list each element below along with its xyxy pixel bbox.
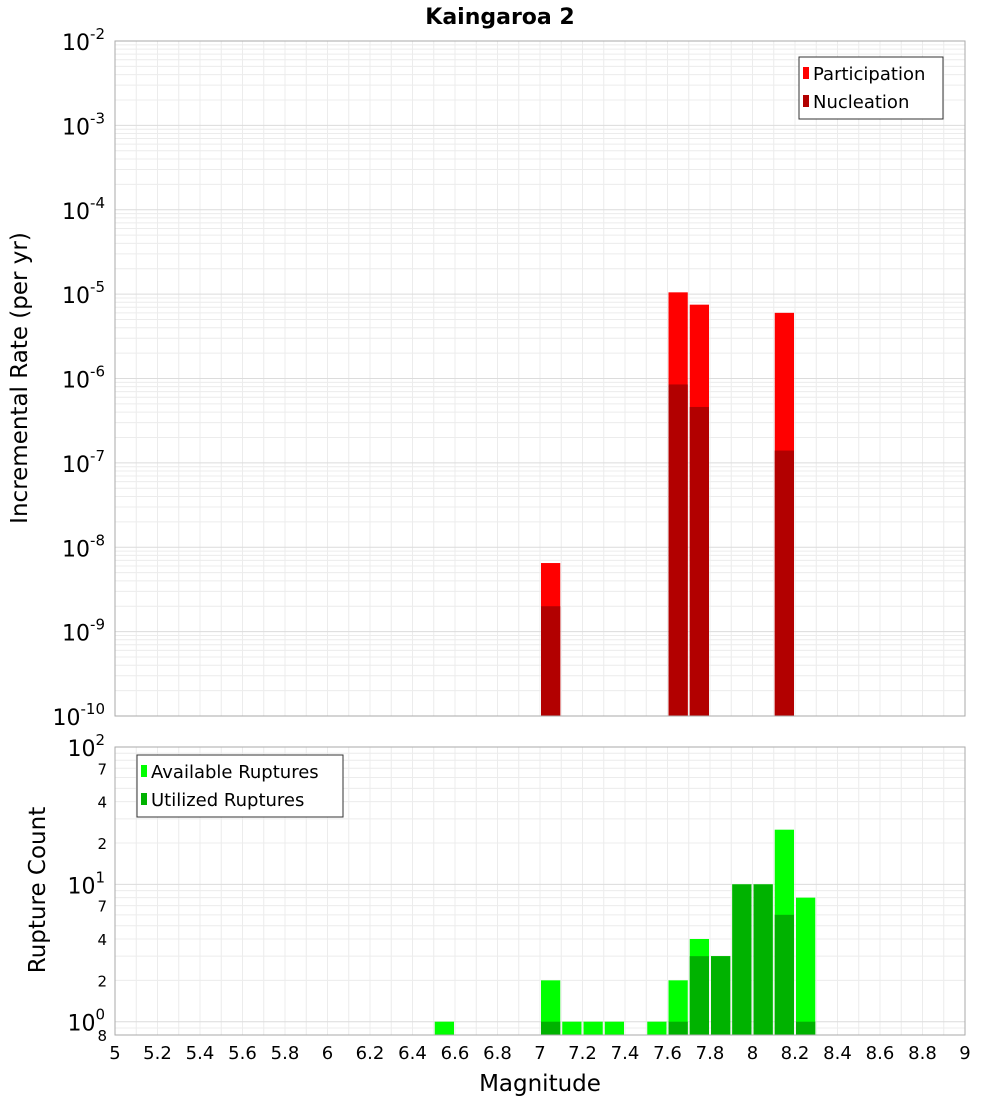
x-tick-label: 7.4 (611, 1043, 640, 1064)
legend-label: Nucleation (813, 92, 909, 113)
legend: Available Ruptures Utilized Ruptures (136, 754, 344, 818)
legend-swatch (803, 67, 809, 79)
y-minor-tick-label: 8 (97, 1027, 107, 1045)
x-tick-label: 6.8 (483, 1043, 512, 1064)
x-tick-label: 7.8 (696, 1043, 725, 1064)
y-tick-label: 10-8 (62, 531, 105, 562)
y-tick-label: 100 (67, 1006, 105, 1037)
legend-label: Participation (813, 64, 925, 85)
y-minor-tick-label: 2 (97, 972, 107, 990)
x-axis-label: Magnitude (479, 1071, 601, 1097)
bar-utilized-ruptures (541, 1021, 561, 1035)
y-minor-tick-label: 4 (97, 931, 107, 949)
y-minor-tick-label: 4 (97, 794, 107, 812)
x-tick-label: 5.4 (186, 1043, 215, 1064)
x-tick-label: 5.2 (143, 1043, 172, 1064)
x-tick-label: 8.8 (908, 1043, 937, 1064)
x-tick-label: 6.2 (356, 1043, 385, 1064)
y-tick-label: 10-2 (62, 25, 105, 56)
bar-utilized-ruptures (689, 956, 709, 1035)
y-tick-label: 101 (67, 868, 105, 899)
bar-available-ruptures (604, 1021, 624, 1035)
bar-utilized-ruptures (711, 956, 731, 1035)
y-tick-label: 10-7 (62, 447, 105, 478)
panel-rupture-count: 100 101 102 8 2 4 7 2 4 7 Available Ruptures Utiliz… (67, 731, 966, 1045)
x-tick-label: 6 (322, 1043, 333, 1064)
chart-title: Kaingaroa 2 (425, 5, 574, 30)
plot-border (114, 746, 966, 1036)
x-tick-label: 5 (109, 1043, 120, 1064)
y-tick-label: 10-9 (62, 616, 105, 647)
x-tick-label: 7.2 (568, 1043, 597, 1064)
legend-box (136, 754, 344, 818)
bar-nucleation (774, 450, 794, 716)
bar-nucleation (541, 606, 561, 716)
y-tick-label: 102 (67, 731, 105, 762)
bar-utilized-ruptures (668, 1021, 688, 1035)
bar-utilized-ruptures (732, 884, 752, 1035)
legend-label: Available Ruptures (151, 762, 319, 783)
y-minor-tick-label: 7 (97, 760, 107, 778)
bar-available-ruptures (541, 980, 561, 1035)
x-tick-label: 8 (747, 1043, 758, 1064)
legend-label: Utilized Ruptures (151, 790, 304, 811)
bar-available-ruptures (668, 980, 688, 1035)
legend-swatch (803, 95, 809, 107)
x-tick-label: 6.4 (398, 1043, 427, 1064)
x-tick-label: 8.2 (781, 1043, 810, 1064)
x-tick-label: 7 (534, 1043, 545, 1064)
y-tick-label: 10-5 (62, 278, 105, 309)
x-tick-label: 7.6 (653, 1043, 682, 1064)
x-tick-label: 8.6 (866, 1043, 895, 1064)
x-tick-label: 6.6 (441, 1043, 470, 1064)
panel-incremental-rate: 10-10 10-9 10-8 10-7 10-6 10-5 10-4 10-3 10-2 Par… (53, 25, 966, 731)
top-y-axis-label: Incremental Rate (per yr) (7, 232, 33, 524)
y-minor-tick-label: 2 (97, 835, 107, 853)
x-tick-label: 9 (959, 1043, 970, 1064)
bottom-y-axis-label: Rupture Count (25, 807, 51, 973)
legend-swatch (141, 765, 147, 777)
bar-nucleation (689, 406, 709, 716)
y-tick-label: 10-4 (62, 194, 105, 225)
y-minor-tick-label: 7 (97, 898, 107, 916)
y-tick-label: 10-10 (53, 700, 106, 731)
x-tick-label: 5.8 (271, 1043, 300, 1064)
bar-available-ruptures (796, 897, 816, 1035)
bar-available-ruptures (647, 1021, 667, 1035)
bar-utilized-ruptures (796, 1021, 816, 1035)
bar-utilized-ruptures (774, 914, 794, 1035)
plot-border (114, 40, 966, 717)
legend-box (798, 56, 944, 120)
legend: Participation Nucleation (798, 56, 944, 120)
x-tick-label: 5.6 (228, 1043, 257, 1064)
legend-swatch (141, 793, 147, 805)
y-tick-label: 10-6 (62, 363, 105, 394)
x-tick-label: 8.4 (823, 1043, 852, 1064)
y-tick-label: 10-3 (62, 109, 105, 140)
bar-available-ruptures (583, 1021, 603, 1035)
bar-utilized-ruptures (753, 884, 773, 1035)
bar-nucleation (668, 384, 688, 716)
bar-available-ruptures (434, 1021, 454, 1035)
bar-available-ruptures (562, 1021, 582, 1035)
